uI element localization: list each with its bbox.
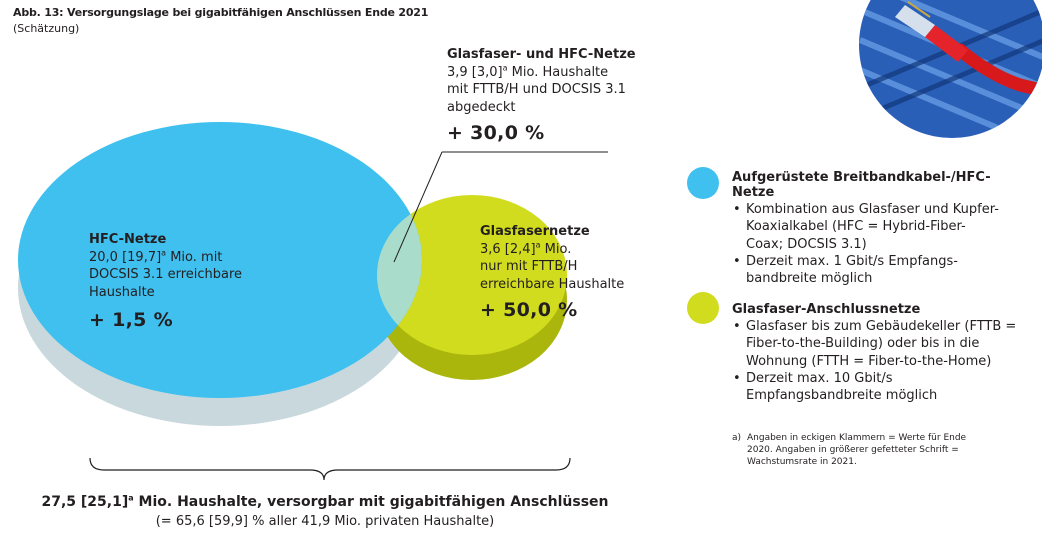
legend-hfc-swatch (687, 167, 719, 199)
fiber-growth: + 50,0 % (480, 299, 578, 321)
legend-hfc-heading: Aufgerüstete Breitbandkabel-/HFC-Netze (732, 170, 991, 200)
figure-title: Abb. 13: Versorgungslage bei gigabitfähi… (13, 6, 429, 19)
fiber-disc (377, 195, 567, 355)
fiber-line2: nur mit FTTB/H (480, 259, 578, 274)
hfc-heading: HFC-Netze (89, 232, 167, 247)
footnote-marker: a) (732, 433, 742, 443)
legend-hfc-item: Kombination aus Glasfaser und Kupfer-Koa… (732, 201, 1002, 253)
overlap-label: Glasfaser- und HFC-Netze 3,9 [3,0]a Mio.… (447, 46, 637, 143)
overlap-heading: Glasfaser- und HFC-Netze (447, 47, 636, 62)
overlap-line2: mit FTTB/H und DOCSIS 3.1 (447, 82, 626, 97)
overlap-leader-line (393, 151, 443, 263)
ethernet-cable-photo (859, 0, 1042, 138)
hfc-growth: + 1,5 % (89, 309, 173, 331)
legend-fiber-swatch (687, 292, 719, 324)
summary-line2: (= 65,6 [59,9] % aller 41,9 Mio. private… (155, 514, 495, 529)
footnote-text: Angaben in eckigen Klammern = Werte für … (747, 433, 967, 467)
summary-line1: 27,5 [25,1]a Mio. Haushalte, versorgbar … (41, 493, 609, 510)
legend-hfc-item: Derzeit max. 1 Gbit/s Empfangs-bandbreit… (732, 253, 962, 288)
legend-fiber-item: Glasfaser bis zum Gebäudekeller (FTTB = … (732, 318, 1024, 370)
legend-hfc-list: Kombination aus Glasfaser und Kupfer-Koa… (732, 201, 1032, 287)
hfc-line3: Haushalte (89, 284, 155, 300)
hfc-count: 20,0 [19,7]a Mio. mit (89, 248, 223, 265)
hfc-disc (18, 122, 422, 398)
overlap-growth: + 30,0 % (447, 122, 545, 144)
figure-subtitle: (Schätzung) (13, 22, 80, 35)
fiber-count: 3,6 [2,4]a Mio. (480, 240, 572, 257)
fiber-heading: Glasfasernetze (480, 224, 590, 239)
overlap-count: 3,9 [3,0]a Mio. Haushalte (447, 63, 609, 80)
hfc-line2: DOCSIS 3.1 erreichbare (89, 267, 243, 282)
overlap-line3: abgedeckt (447, 99, 516, 115)
legend-fiber-item: Derzeit max. 10 Gbit/s Empfangsbandbreit… (732, 370, 1032, 405)
legend-fiber-heading: Glasfaser-Anschlussnetze (732, 302, 921, 317)
summary-brace (89, 457, 571, 481)
legend-fiber-list: Glasfaser bis zum Gebäudekeller (FTTB = … (732, 318, 1032, 404)
fiber-line3: erreichbare Haushalte (480, 276, 625, 292)
legend-hfc: Aufgerüstete Breitbandkabel-/HFC-Netze K… (732, 170, 1032, 287)
hfc-label: HFC-Netze 20,0 [19,7]a Mio. mit DOCSIS 3… (89, 231, 289, 330)
fiber-label: Glasfasernetze 3,6 [2,4]a Mio. nur mit F… (480, 223, 630, 320)
legend-fiber: Glasfaser-Anschlussnetze Glasfaser bis z… (732, 302, 1032, 404)
